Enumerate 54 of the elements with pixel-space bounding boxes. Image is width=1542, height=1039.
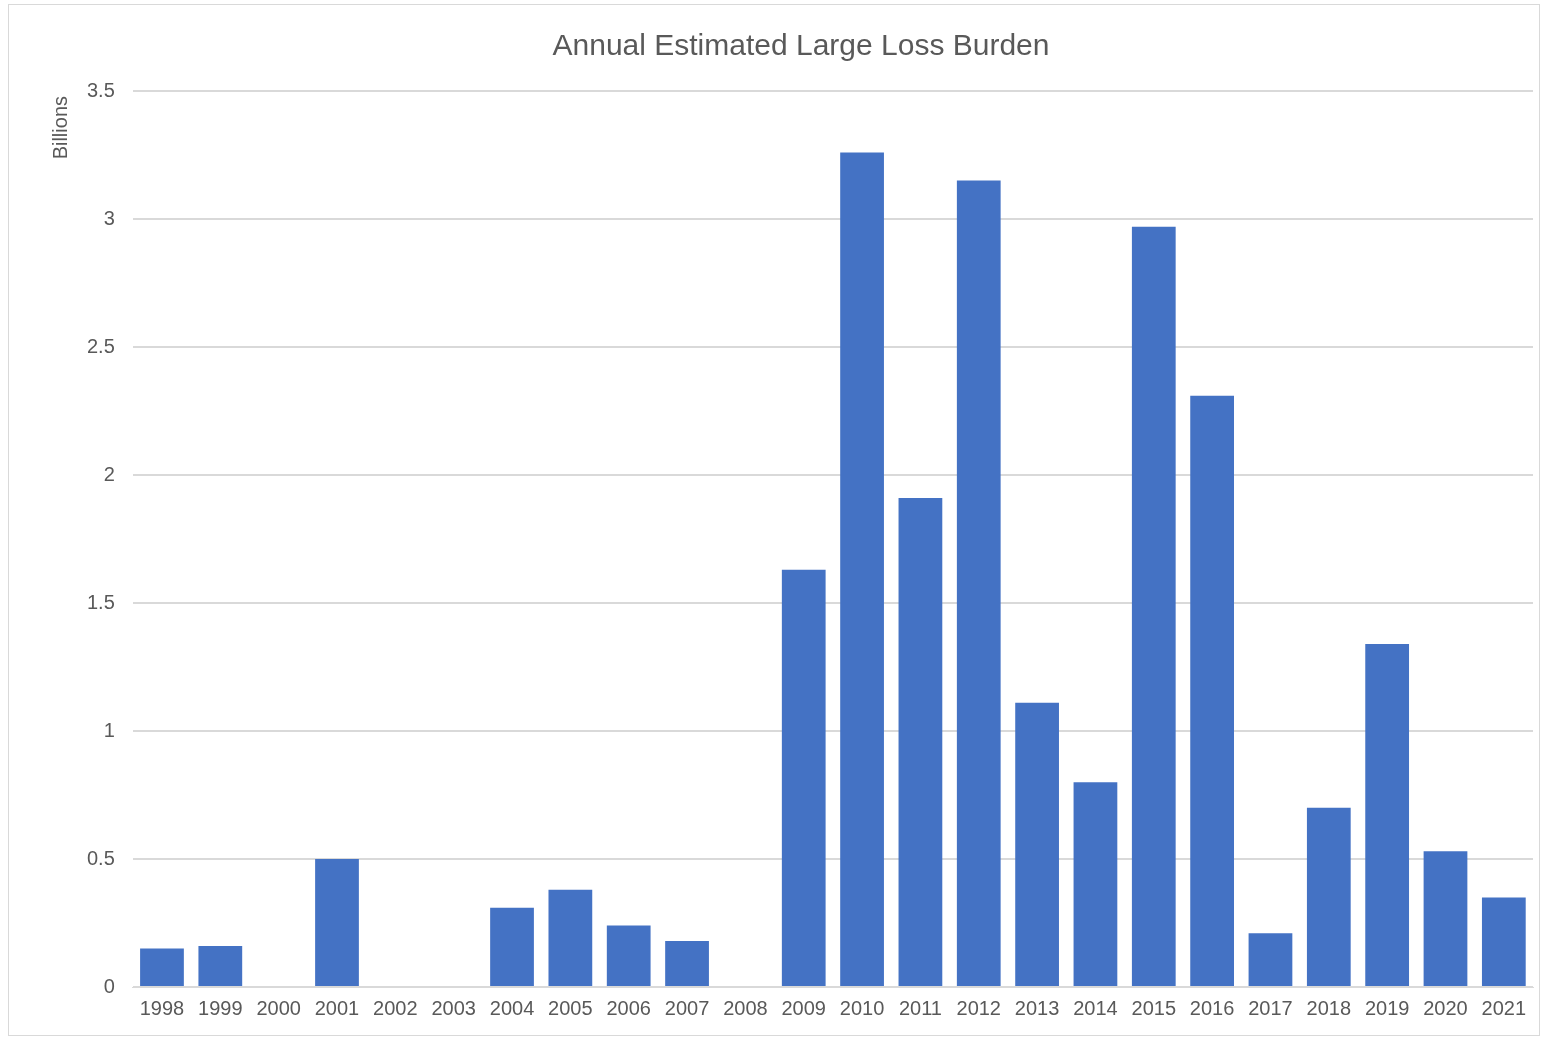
bar — [1423, 851, 1468, 986]
chart-title: Annual Estimated Large Loss Burden — [552, 28, 1050, 62]
x-tick-label: 2016 — [1189, 996, 1235, 1019]
y-tick-label: 0.5 — [86, 846, 115, 869]
x-tick-label: 2019 — [1364, 996, 1410, 1019]
x-tick-label: 2003 — [431, 996, 476, 1019]
bar — [1365, 643, 1410, 986]
x-tick-label: 2012 — [956, 996, 1002, 1019]
x-tick-label: 1998 — [139, 996, 185, 1019]
x-tick-label: 2000 — [256, 996, 301, 1019]
x-tick-label: 2013 — [1014, 996, 1060, 1019]
bar — [781, 569, 826, 986]
bar — [840, 152, 884, 986]
y-tick-label: 3 — [103, 206, 115, 229]
bar — [898, 498, 943, 986]
x-tick-label: 2014 — [1073, 996, 1118, 1019]
bar — [956, 180, 1001, 986]
x-tick-label: 1999 — [198, 996, 243, 1019]
y-tick-label: 0 — [103, 974, 115, 997]
bar — [315, 859, 359, 986]
x-tick-label: 2017 — [1248, 996, 1293, 1019]
bar — [1481, 897, 1526, 986]
x-tick-label: 2004 — [489, 996, 535, 1019]
bar — [1306, 807, 1351, 986]
y-axis-title: Billions — [48, 96, 71, 160]
x-tick-label: 2020 — [1423, 996, 1468, 1019]
bar — [1248, 933, 1293, 986]
bar — [665, 940, 709, 986]
x-tick-label: 2005 — [548, 996, 593, 1019]
x-tick-label: 2001 — [314, 996, 360, 1019]
x-tick-label: 2011 — [898, 996, 942, 1019]
bar — [606, 925, 651, 986]
x-tick-label: 2021 — [1481, 996, 1527, 1019]
x-tick-label: 2009 — [781, 996, 826, 1019]
x-tick-label: 2007 — [664, 996, 710, 1019]
y-tick-label: 1.5 — [86, 590, 115, 613]
bar — [1131, 226, 1176, 986]
x-tick-label: 2006 — [606, 996, 651, 1019]
bar — [490, 907, 534, 986]
bar — [548, 889, 593, 986]
x-tick-label: 2015 — [1131, 996, 1177, 1019]
x-tick-label: 2008 — [723, 996, 768, 1019]
x-tick-label: 2010 — [839, 996, 885, 1019]
y-tick-label: 3.5 — [86, 78, 115, 101]
x-tick-label: 2002 — [373, 996, 418, 1019]
y-tick-label: 1 — [103, 718, 115, 741]
bar — [1015, 702, 1059, 986]
y-tick-label: 2 — [103, 462, 115, 485]
bar — [1190, 395, 1234, 986]
bar — [198, 946, 243, 986]
x-tick-label: 2018 — [1306, 996, 1352, 1019]
y-tick-label: 2.5 — [86, 334, 115, 357]
bar — [140, 948, 184, 986]
bar — [1073, 782, 1118, 986]
